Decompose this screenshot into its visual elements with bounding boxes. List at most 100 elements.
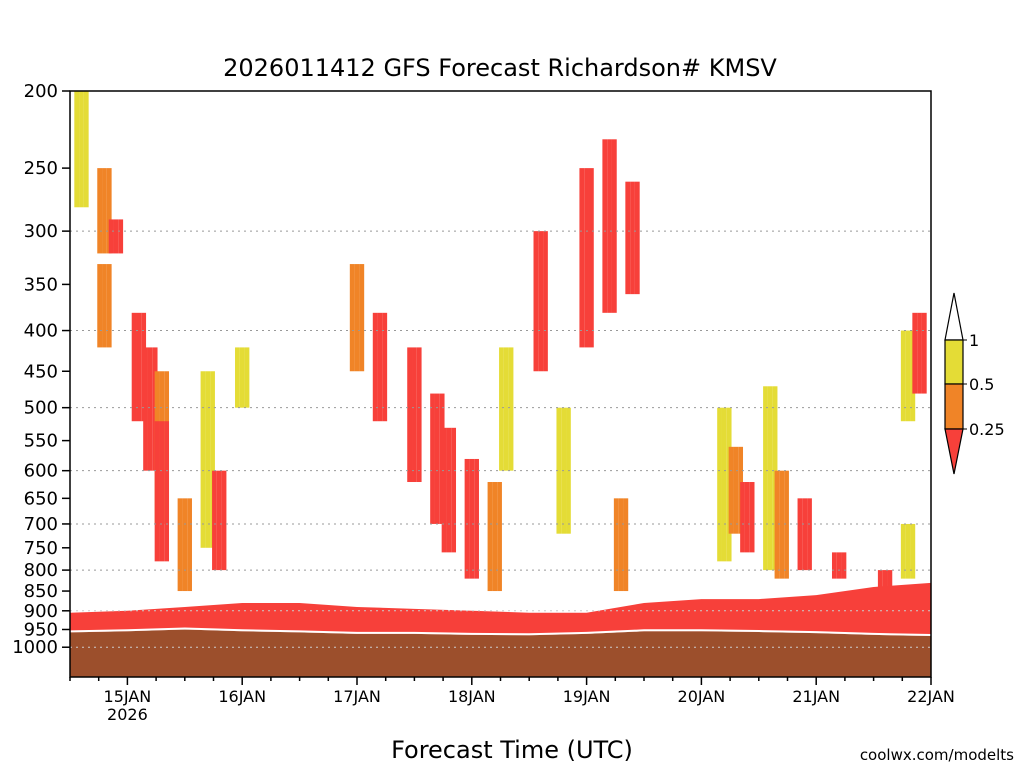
heatmap-cell	[584, 168, 589, 348]
heatmap-cell	[205, 371, 211, 548]
colorbar-legend: 1 0.5 0.25	[944, 292, 1005, 475]
heatmap-cell	[533, 231, 539, 372]
heatmap-cell	[733, 446, 739, 534]
heatmap-cell	[492, 482, 498, 592]
boundary-layer-fill	[70, 582, 931, 636]
heatmap-cell	[784, 470, 789, 579]
heatmap-cell	[102, 264, 107, 348]
heatmap-cell	[182, 498, 188, 592]
heatmap-cell	[497, 482, 502, 592]
y-tick-label: 350	[24, 274, 58, 295]
heatmap-cell	[538, 231, 544, 372]
heatmap-cell	[451, 427, 457, 553]
heatmap-cell	[623, 498, 629, 592]
y-tick-label: 200	[24, 81, 58, 102]
heatmap-cell	[625, 181, 631, 295]
heatmap-cell	[349, 264, 355, 372]
legend-swatch-yellow	[944, 339, 964, 385]
y-tick-label: 600	[24, 461, 58, 482]
heatmap-cell	[244, 347, 250, 408]
heatmap-cell	[779, 470, 785, 579]
heatmap-cell	[749, 482, 755, 553]
y-tick-label: 900	[24, 601, 58, 622]
y-tick-label: 750	[24, 538, 58, 559]
heatmap-cell	[905, 523, 911, 579]
heatmap-cell	[543, 231, 548, 372]
heatmap-cell	[131, 312, 137, 422]
heatmap-cell	[407, 347, 413, 483]
x-axis-label: Forecast Time (UTC)	[391, 736, 633, 764]
chart-title: 2026011412 GFS Forecast Richardson# KMSV	[223, 54, 777, 82]
heatmap-cell	[905, 330, 911, 422]
heatmap-cell	[102, 168, 107, 254]
legend-label: 1	[969, 331, 979, 350]
y-tick-label: 550	[24, 431, 58, 452]
heatmap-cell	[79, 91, 84, 208]
heatmap-cell	[83, 91, 89, 208]
heatmap-cell	[607, 139, 612, 313]
x-tick-label: 22JAN	[907, 687, 955, 706]
heatmap-cell	[177, 498, 183, 592]
heatmap-cell	[434, 393, 440, 524]
heatmap-cell	[74, 91, 80, 208]
ground-fill-polygon	[70, 629, 931, 677]
heatmap-cell	[372, 312, 378, 422]
heatmap-cell	[802, 498, 808, 571]
heatmap-cell	[210, 371, 215, 548]
heatmap-cell	[602, 139, 608, 313]
heatmap-cell	[797, 498, 803, 571]
y-tick-label: 950	[24, 619, 58, 640]
heatmap-cell	[831, 552, 837, 579]
heatmap-cell	[464, 458, 470, 579]
heatmap-cell	[763, 386, 768, 571]
x-tick-label: 15JAN	[104, 687, 152, 706]
x-tick-label: 21JAN	[792, 687, 840, 706]
legend-swatch-orange	[944, 383, 964, 430]
heatmap-cell	[412, 347, 417, 483]
heatmap-cell	[97, 168, 103, 254]
heatmap-cell	[611, 139, 617, 313]
heatmap-cell	[143, 347, 148, 471]
heatmap-cell	[106, 168, 112, 254]
heatmap-cell	[740, 482, 745, 553]
heatmap-cell	[921, 312, 927, 394]
heatmap-cell	[767, 386, 773, 571]
y-tick-label: 1000	[12, 637, 58, 658]
heatmap-cell	[579, 168, 585, 348]
heatmap-cell	[841, 552, 847, 579]
legend-label: 0.5	[969, 375, 994, 394]
heatmap-cell	[836, 552, 842, 579]
heatmap-cell	[446, 427, 452, 553]
heatmap-cell	[900, 330, 906, 422]
heatmap-cell	[164, 421, 170, 562]
y-tick-label: 250	[24, 158, 58, 179]
heatmap-cell	[377, 312, 383, 422]
surface-line	[69, 627, 932, 636]
heatmap-cell	[118, 219, 124, 254]
heatmap-cell	[382, 312, 388, 422]
heatmap-cell	[147, 347, 153, 471]
heatmap-cell	[917, 312, 922, 394]
heatmap-cell	[359, 264, 365, 372]
heatmap-cell	[912, 312, 918, 394]
y-tick-label: 850	[24, 581, 58, 602]
y-tick-label: 500	[24, 398, 58, 419]
heatmap-cell	[721, 407, 727, 562]
heatmap-cell	[416, 347, 422, 483]
heatmap-cell	[239, 347, 245, 408]
x-tick-label: 16JAN	[218, 687, 266, 706]
x-tick-label: 20JAN	[678, 687, 726, 706]
heatmap-cell	[221, 470, 227, 571]
heatmap-cell	[508, 347, 514, 471]
legend-swatch-red	[944, 428, 964, 475]
heatmap-cell	[113, 219, 119, 254]
y-tick-label: 300	[24, 221, 58, 242]
heatmap-cell	[900, 523, 906, 579]
heatmap-cells	[74, 91, 927, 611]
heatmap-cell	[503, 347, 509, 471]
heatmap-cell	[159, 421, 165, 562]
heatmap-cell	[499, 347, 504, 471]
ground-fill	[69, 627, 932, 677]
x-tick-label: 18JAN	[448, 687, 496, 706]
